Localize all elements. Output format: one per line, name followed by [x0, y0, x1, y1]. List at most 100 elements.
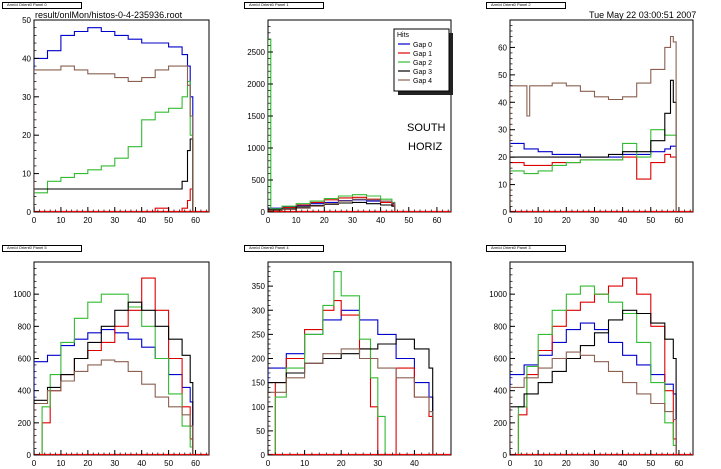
y-tick-label: 250	[252, 330, 266, 339]
y-tick-label: 0	[261, 208, 266, 217]
x-tick-label: 50	[404, 216, 413, 225]
y-tick-label: 200	[252, 355, 266, 364]
legend-entry: Gap 2	[413, 60, 432, 67]
y-tick-label: 1000	[247, 144, 265, 153]
x-tick-label: 60	[674, 216, 683, 225]
x-tick-label: 40	[376, 216, 385, 225]
series-gap-1	[510, 153, 677, 212]
histogram-pad-1: 0 10 20 30 40 50 60 0 500 1000 1500 2000 2500	[247, 19, 452, 225]
series-gap-0	[34, 27, 194, 212]
y-tick-label: 600	[494, 355, 508, 364]
pad-title-text: ArmId Orient0 Panel 3	[491, 245, 531, 250]
x-tick-label: 0	[508, 459, 513, 468]
y-tick-label: 150	[252, 379, 266, 388]
plot-frame	[33, 19, 210, 213]
x-tick-label: 30	[110, 459, 119, 468]
pad-title-5: ArmId Orient0 Panel 3	[486, 245, 566, 252]
histogram-pad-2: 0 10 20 30 40 50 60 0 10 20 30 40 50 60	[498, 19, 694, 225]
annotation-horiz: HORIZ	[408, 141, 443, 153]
y-tick-label: 300	[252, 306, 266, 315]
y-tick-label: 400	[18, 387, 32, 396]
series-gap-2	[268, 38, 396, 212]
histogram-pad-4: 0 10 20 30 40 0 50 100 150 200 250 300 350	[252, 261, 452, 468]
y-tick-label: 2000	[247, 80, 265, 89]
x-tick-label: 20	[337, 459, 346, 468]
x-tick-label: 0	[266, 459, 271, 468]
x-tick-label: 10	[534, 459, 543, 468]
annotation-south: SOUTH	[407, 122, 446, 134]
x-tick-label: 20	[320, 216, 329, 225]
x-tick-label: 40	[137, 216, 146, 225]
x-tick-label: 30	[348, 216, 357, 225]
y-tick-label: 30	[498, 126, 507, 135]
pad-title-0: ArmId Orient0 Panel 0	[2, 2, 82, 9]
series-gap-2	[268, 271, 386, 455]
y-tick-label: 60	[498, 43, 507, 52]
series-gap-4	[34, 65, 194, 212]
x-tick-label: 30	[110, 216, 119, 225]
series-gap-4	[510, 35, 677, 212]
x-tick-label: 60	[191, 216, 200, 225]
plot-frame	[509, 19, 694, 213]
y-tick-label: 800	[18, 322, 32, 331]
x-tick-label: 0	[32, 459, 37, 468]
series-gap-4	[510, 351, 677, 455]
y-tick-label: 30	[22, 93, 31, 102]
legend-entry: Gap 1	[413, 51, 432, 58]
x-tick-label: 20	[562, 216, 571, 225]
x-tick-label: 60	[432, 216, 441, 225]
y-tick-label: 20	[498, 153, 507, 162]
y-tick-label: 600	[18, 355, 32, 364]
y-tick-label: 800	[494, 322, 508, 331]
pad-title-1: ArmId Orient0 Panel 1	[244, 2, 324, 9]
legend-entry: Gap 0	[413, 42, 432, 49]
y-tick-label: 100	[252, 403, 266, 412]
x-tick-label: 50	[164, 216, 173, 225]
series-gap-3	[268, 338, 434, 455]
y-tick-label: 0	[27, 451, 32, 460]
y-tick-label: 200	[18, 419, 32, 428]
series-gap-4	[34, 359, 194, 455]
legend-entry: Gap 4	[413, 78, 432, 85]
x-tick-label: 0	[32, 216, 37, 225]
y-tick-label: 10	[22, 170, 31, 179]
x-tick-label: 40	[137, 459, 146, 468]
x-tick-label: 20	[83, 216, 92, 225]
y-tick-label: 40	[22, 54, 31, 63]
series-gap-0	[268, 309, 434, 455]
x-tick-label: 10	[56, 459, 65, 468]
y-tick-label: 500	[252, 176, 266, 185]
legend-entry: Gap 3	[413, 69, 432, 76]
x-tick-label: 40	[618, 459, 627, 468]
pad-title-text: ArmId Orient0 Panel 5	[7, 245, 47, 250]
histogram-pad-0: 0 10 20 30 40 50 60 0 10 20 30 40 50	[22, 16, 210, 225]
series-gap-4	[268, 198, 396, 212]
pad-title-text: ArmId Orient0 Panel 4	[249, 245, 289, 250]
x-tick-label: 30	[590, 216, 599, 225]
x-tick-label: 20	[562, 459, 571, 468]
series-gap-3	[34, 138, 194, 212]
x-tick-label: 10	[534, 216, 543, 225]
pad-title-text: ArmId Orient0 Panel 1	[249, 2, 289, 7]
file-path-label: result/onlMon/histos-0-4-235936.root	[35, 10, 183, 20]
x-tick-label: 50	[646, 216, 655, 225]
y-tick-label: 0	[27, 208, 32, 217]
x-tick-label: 30	[373, 459, 382, 468]
y-tick-label: 20	[22, 131, 31, 140]
y-tick-label: 40	[498, 98, 507, 107]
series-gap-2	[34, 80, 194, 212]
x-tick-label: 20	[83, 459, 92, 468]
x-tick-label: 10	[300, 459, 309, 468]
series-gap-4	[268, 348, 434, 455]
x-tick-label: 50	[646, 459, 655, 468]
y-tick-label: 10	[498, 181, 507, 190]
x-tick-label: 50	[164, 459, 173, 468]
series-gap-3	[510, 79, 677, 212]
x-tick-label: 40	[618, 216, 627, 225]
x-tick-label: 10	[292, 216, 301, 225]
y-tick-label: 0	[503, 208, 508, 217]
